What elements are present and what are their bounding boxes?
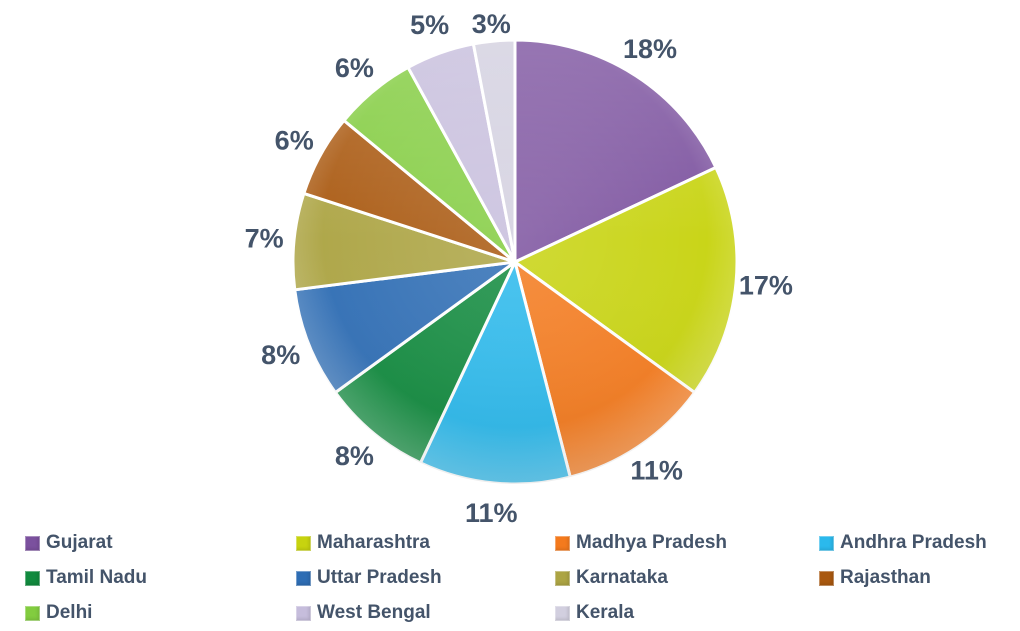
legend-swatch-icon bbox=[25, 605, 40, 621]
slice-percent-label-andhra-pradesh: 11% bbox=[465, 498, 518, 525]
legend-swatch-icon bbox=[25, 535, 40, 551]
legend-item-karnataka: Karnataka bbox=[555, 566, 819, 590]
slice-percent-label-tamil-nadu: 8% bbox=[335, 441, 374, 471]
legend-label: Karnataka bbox=[576, 567, 668, 588]
legend-swatch-icon bbox=[25, 570, 40, 586]
legend-label: Gujarat bbox=[46, 532, 113, 553]
legend-swatch-icon bbox=[296, 535, 311, 551]
legend-label: Rajasthan bbox=[840, 567, 931, 588]
legend-swatch-icon bbox=[296, 605, 311, 621]
legend-label: Kerala bbox=[576, 602, 635, 623]
legend-swatch-icon bbox=[555, 605, 570, 621]
legend-item-maharashtra: Maharashtra bbox=[296, 531, 555, 555]
slice-percent-label-madhya-pradesh: 11% bbox=[630, 455, 683, 485]
legend-item-kerala: Kerala bbox=[555, 601, 819, 625]
pie-chart: 18% 17% 11% 11% 8% 8% 7% 6% 6% 5% 3% bbox=[245, 9, 793, 525]
legend-item-delhi: Delhi bbox=[25, 601, 296, 625]
slice-percent-label-maharashtra: 17% bbox=[739, 271, 793, 301]
slice-percent-label-rajasthan: 6% bbox=[275, 126, 314, 156]
slice-percent-label-kerala: 3% bbox=[472, 9, 511, 39]
legend-label: Tamil Nadu bbox=[46, 567, 147, 588]
slice-percent-label-gujarat: 18% bbox=[623, 34, 677, 64]
pie-percent-labels: 18% 17% 11% 11% 8% 8% 7% 6% 6% 5% 3% bbox=[245, 9, 793, 525]
legend-label: Andhra Pradesh bbox=[840, 532, 987, 553]
slice-percent-label-karnataka: 7% bbox=[245, 223, 284, 253]
legend-label: Delhi bbox=[46, 602, 93, 623]
slice-percent-label-west-bengal: 5% bbox=[410, 10, 449, 40]
legend-swatch-icon bbox=[296, 570, 311, 586]
legend-item-tamil-nadu: Tamil Nadu bbox=[25, 566, 296, 590]
legend-item-west-bengal: West Bengal bbox=[296, 601, 555, 625]
pie-slices bbox=[291, 38, 739, 486]
chart-legend: Gujarat Maharashtra Madhya Pradesh Andhra P… bbox=[25, 531, 1020, 625]
legend-swatch-icon bbox=[555, 570, 570, 586]
legend-item-andhra-pradesh: Andhra Pradesh bbox=[819, 531, 1020, 555]
legend-label: Uttar Pradesh bbox=[317, 567, 442, 588]
legend-label: Madhya Pradesh bbox=[576, 532, 727, 553]
slice-percent-label-uttar-pradesh: 8% bbox=[261, 340, 300, 370]
legend-label: Maharashtra bbox=[317, 532, 430, 553]
legend-item-rajasthan: Rajasthan bbox=[819, 566, 1020, 590]
legend-swatch-icon bbox=[819, 570, 834, 586]
legend-item-uttar-pradesh: Uttar Pradesh bbox=[296, 566, 555, 590]
legend-item-gujarat: Gujarat bbox=[25, 531, 296, 555]
legend-item-madhya-pradesh: Madhya Pradesh bbox=[555, 531, 819, 555]
legend-swatch-icon bbox=[819, 535, 834, 551]
legend-swatch-icon bbox=[555, 535, 570, 551]
legend-label: West Bengal bbox=[317, 602, 431, 623]
slice-percent-label-delhi: 6% bbox=[335, 53, 374, 83]
